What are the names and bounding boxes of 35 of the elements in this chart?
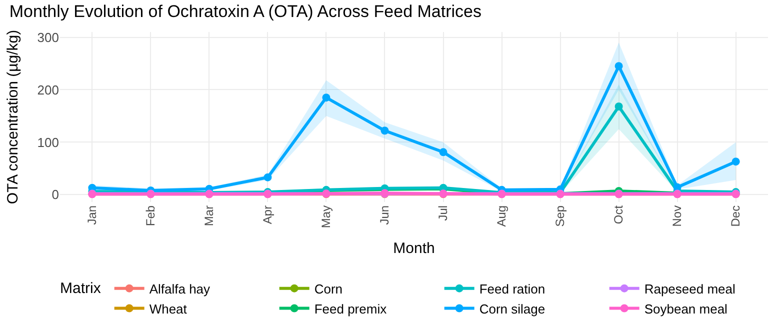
- legend-label: Corn silage: [479, 301, 546, 316]
- legend-label: Feed premix: [314, 301, 388, 316]
- x-tick-label: May: [319, 205, 334, 228]
- y-tick-label: 300: [37, 30, 59, 45]
- point: [614, 102, 623, 111]
- x-tick-label: Jun: [378, 205, 392, 225]
- x-tick-label: Aug: [494, 205, 509, 227]
- x-tick-label: Dec: [728, 205, 743, 227]
- x-tick-label: Apr: [260, 205, 275, 224]
- point: [322, 94, 330, 102]
- legend-label: Rapeseed meal: [644, 281, 736, 296]
- point: [732, 158, 740, 166]
- legend-label: Soybean meal: [644, 301, 728, 316]
- x-axis-title: Month: [393, 240, 435, 258]
- x-tick-label: Jul: [436, 205, 450, 221]
- x-tick-label: Oct: [612, 204, 626, 224]
- point: [614, 62, 623, 70]
- legend-label: Wheat: [149, 301, 188, 316]
- legend-title: Matrix: [60, 280, 102, 297]
- y-axis-title: OTA concentration (µg/kg): [4, 30, 22, 204]
- chart-title: Monthly Evolution of Ochratoxin A (OTA) Across Feed Matrices: [9, 2, 482, 21]
- y-tick-label: 100: [37, 134, 59, 150]
- x-tick-label: Nov: [670, 205, 684, 227]
- y-tick-label: 200: [37, 82, 59, 98]
- point: [264, 173, 272, 182]
- y-tick-label: 0: [52, 187, 59, 202]
- x-tick-label: Sep: [553, 205, 568, 227]
- x-tick-label: Jan: [85, 205, 100, 225]
- point: [380, 126, 389, 135]
- legend-label: Feed ration: [479, 281, 546, 296]
- x-tick-label: Feb: [144, 205, 158, 226]
- legend-label: Corn: [314, 281, 343, 296]
- point: [439, 148, 448, 156]
- legend-label: Alfalfa hay: [149, 281, 211, 296]
- x-tick-label: Mar: [202, 205, 216, 226]
